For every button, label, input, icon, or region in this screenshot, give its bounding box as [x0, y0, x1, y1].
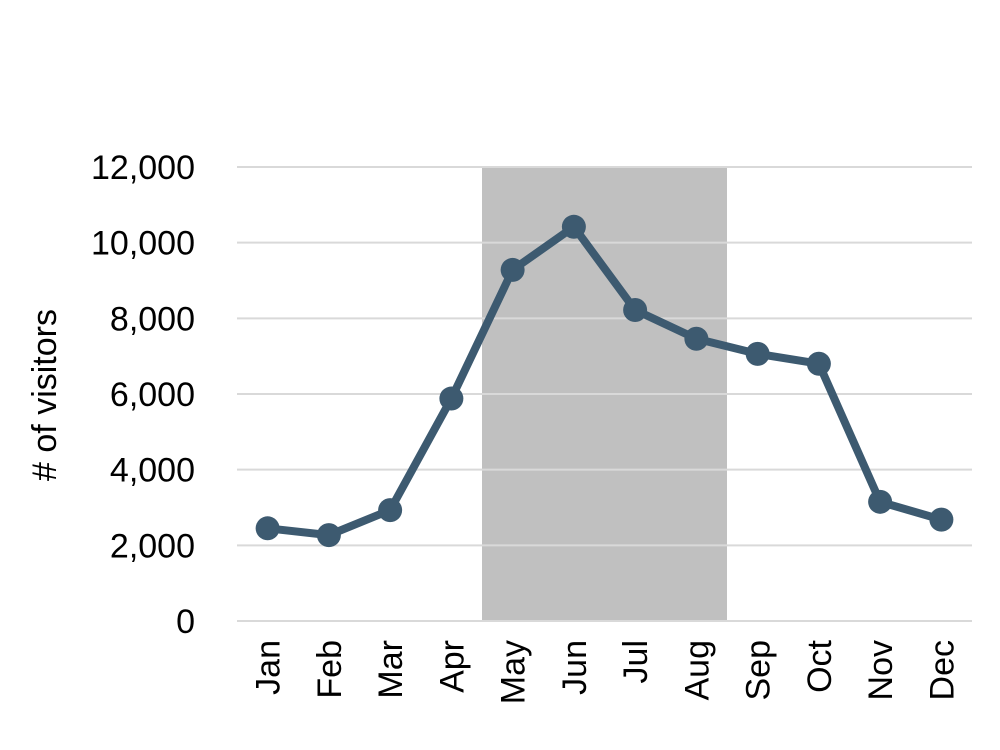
data-point	[623, 298, 648, 323]
data-point	[561, 214, 586, 239]
data-point	[255, 516, 280, 541]
x-tick-label: Jul	[617, 640, 655, 683]
y-tick-label: 4,000	[110, 452, 195, 490]
data-point	[439, 386, 464, 411]
data-point	[745, 341, 770, 366]
y-axis-label: # of visitors	[26, 309, 64, 481]
data-point	[378, 498, 403, 523]
x-tick-label: Dec	[923, 640, 961, 700]
data-point	[684, 326, 709, 351]
x-tick-label: Mar	[372, 640, 410, 699]
data-point	[316, 523, 341, 548]
x-tick-label: Nov	[862, 640, 900, 700]
data-point	[500, 257, 525, 282]
data-point	[806, 351, 831, 376]
x-tick-label: Feb	[311, 640, 349, 699]
x-tick-label: May	[495, 640, 533, 704]
y-tick-label: 8,000	[110, 300, 195, 338]
y-tick-label: 10,000	[91, 225, 195, 263]
y-tick-label: 2,000	[110, 527, 195, 565]
y-tick-label: 0	[176, 603, 195, 641]
x-tick-label: Aug	[678, 640, 716, 701]
x-tick-label: Jun	[556, 640, 594, 695]
x-tick-label: Oct	[801, 639, 839, 692]
x-tick-label: Jan	[250, 640, 288, 695]
y-tick-label: 6,000	[110, 376, 195, 414]
data-point	[929, 507, 954, 532]
y-tick-label: 12,000	[91, 149, 195, 187]
data-point	[868, 489, 893, 514]
x-tick-label: Apr	[433, 640, 471, 693]
x-tick-label: Sep	[740, 640, 778, 701]
